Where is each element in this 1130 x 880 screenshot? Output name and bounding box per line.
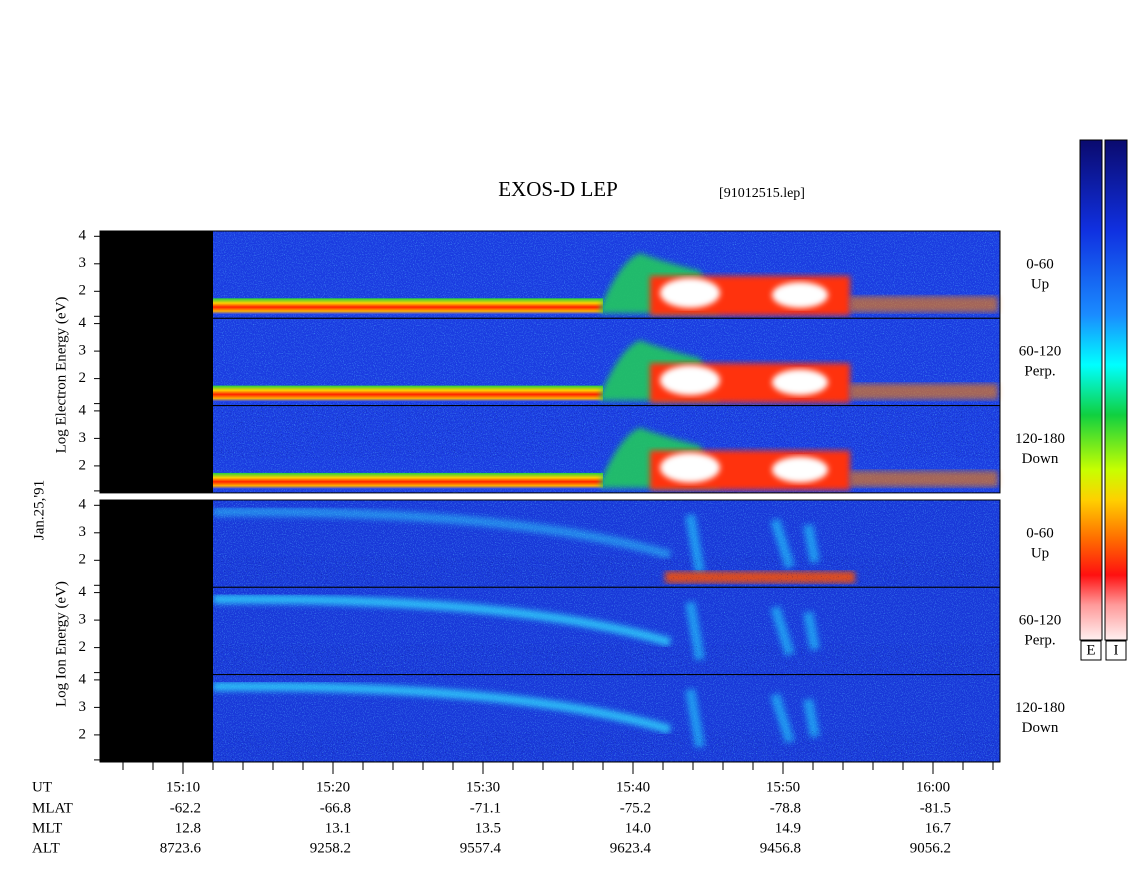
title: EXOS-D LEP <box>498 177 618 201</box>
orbit-value: 9623.4 <box>610 840 652 856</box>
pitch-label: 120-180 <box>1015 700 1065 716</box>
ion-arc <box>212 594 672 647</box>
y-tick-label: 4 <box>79 402 87 418</box>
electron-band <box>213 298 603 315</box>
data-gap <box>100 500 213 762</box>
time-tick-label: 16:00 <box>916 779 950 795</box>
orbit-value: -81.5 <box>920 800 951 816</box>
electron-core <box>660 365 720 396</box>
orbit-value: 13.5 <box>475 820 501 836</box>
electron-tail <box>850 470 998 487</box>
y-tick-label: 3 <box>79 343 87 359</box>
y-tick-label: 3 <box>79 699 87 715</box>
y-tick-label: 2 <box>79 283 87 299</box>
color-bar-box <box>1080 640 1102 661</box>
axis-label: Log Ion Energy (eV) <box>53 581 69 707</box>
panel-speckle <box>213 556 1000 588</box>
group-separator <box>100 492 1002 500</box>
pitch-label: 60-120 <box>1019 344 1062 360</box>
direction-label: Down <box>1022 451 1059 467</box>
orbit-value: 13.1 <box>325 820 351 836</box>
time-tick-label: 15:50 <box>766 779 800 795</box>
orbit-value: 9258.2 <box>310 840 351 856</box>
panel-speckle <box>213 405 1000 458</box>
ion-arc <box>212 507 672 560</box>
y-tick-label: 2 <box>79 370 87 386</box>
electron-band <box>213 385 603 402</box>
time-tick-label: 15:30 <box>466 779 500 795</box>
pitch-label: 120-180 <box>1015 431 1065 447</box>
orbit-value: -75.2 <box>620 800 651 816</box>
electron-core <box>772 282 828 308</box>
time-tick-label: 15:10 <box>166 779 200 795</box>
ion-arc <box>212 682 672 734</box>
orbit-value: 9557.4 <box>460 840 502 856</box>
y-tick-label: 3 <box>79 430 87 446</box>
direction-label: Perp. <box>1024 633 1055 649</box>
y-tick-label: 4 <box>79 315 87 331</box>
color-bar <box>1079 139 1103 641</box>
y-tick-label: 4 <box>79 584 87 600</box>
orbit-row-label: UT <box>32 779 52 795</box>
y-tick-label: 3 <box>79 255 87 271</box>
orbit-value: 16.7 <box>925 820 952 836</box>
date: Jan.25,'91 <box>31 480 47 540</box>
orbit-row-label: MLAT <box>32 800 73 816</box>
pitch-label: 60-120 <box>1019 613 1062 629</box>
direction-label: Up <box>1031 545 1049 561</box>
y-tick-label: 2 <box>79 457 87 473</box>
orbit-row-label: MLT <box>32 820 62 836</box>
electron-tail <box>850 383 998 400</box>
file-name: [91012515.lep] <box>719 186 805 201</box>
panel-speckle <box>213 731 1000 762</box>
electron-core <box>660 278 720 308</box>
y-tick-label: 2 <box>79 726 87 742</box>
orbit-value: 14.9 <box>775 820 801 836</box>
direction-label: Up <box>1031 276 1049 292</box>
direction-label: Perp. <box>1024 364 1055 380</box>
orbit-value: -71.1 <box>470 800 501 816</box>
data-gap <box>100 231 213 493</box>
color-bar-box <box>1105 640 1127 661</box>
orbit-value: -62.2 <box>170 800 201 816</box>
color-bar-label: E <box>1086 642 1095 658</box>
orbit-value: 14.0 <box>625 820 651 836</box>
orbit-value: 12.8 <box>175 820 201 836</box>
y-tick-label: 3 <box>79 612 87 628</box>
electron-core <box>772 456 828 483</box>
color-bar <box>1104 139 1128 641</box>
orbit-value: 8723.6 <box>160 840 202 856</box>
time-tick-label: 15:20 <box>316 779 350 795</box>
axis-label: Log Electron Energy (eV) <box>53 297 69 454</box>
y-tick-label: 4 <box>79 671 87 687</box>
orbit-value: -66.8 <box>320 800 351 816</box>
electron-core <box>772 369 828 396</box>
y-tick-label: 4 <box>79 228 87 244</box>
orbit-value: 9056.2 <box>910 840 951 856</box>
pitch-label: 0-60 <box>1026 525 1054 541</box>
color-bar-label: I <box>1114 642 1119 658</box>
orbit-value: -78.8 <box>770 800 801 816</box>
y-tick-label: 3 <box>79 524 87 540</box>
orbit-value: 9456.8 <box>760 840 801 856</box>
time-tick-label: 15:40 <box>616 779 650 795</box>
orbit-row-label: ALT <box>32 840 60 856</box>
direction-label: Down <box>1022 720 1059 736</box>
y-tick-label: 2 <box>79 552 87 568</box>
y-tick-label: 4 <box>79 497 87 513</box>
panel-speckle <box>213 644 1000 675</box>
y-tick-label: 2 <box>79 639 87 655</box>
pitch-label: 0-60 <box>1026 256 1054 272</box>
electron-band <box>213 472 603 489</box>
electron-core <box>660 452 720 483</box>
electron-tail <box>850 296 998 313</box>
